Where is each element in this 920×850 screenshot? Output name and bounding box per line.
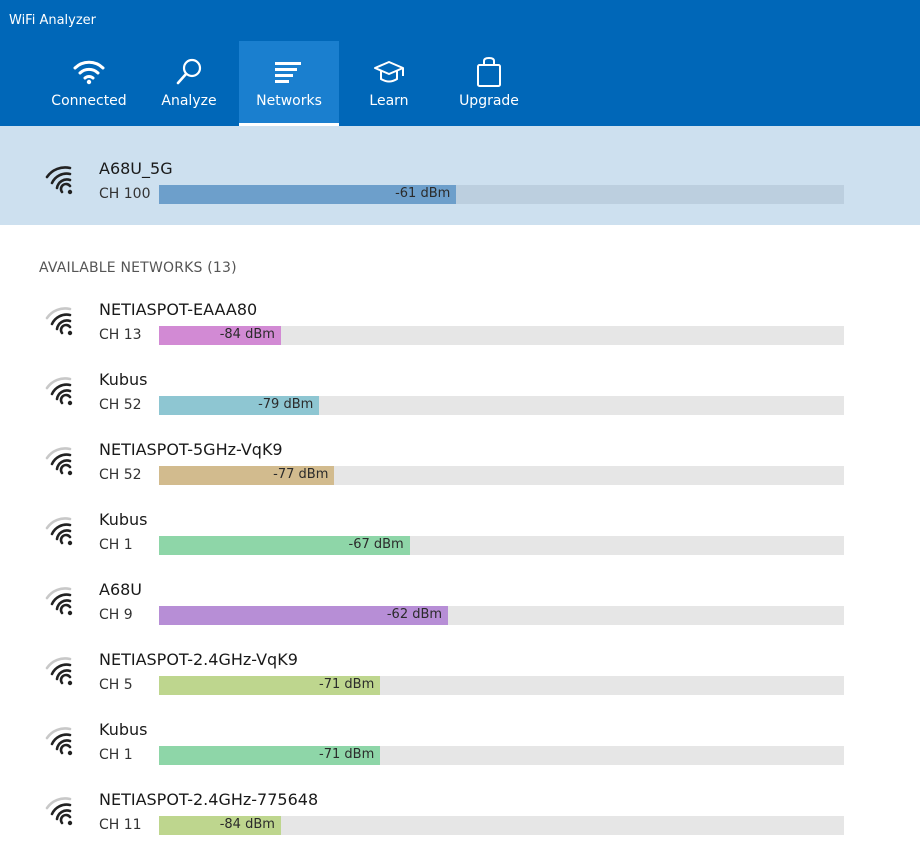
network-row[interactable]: Kubus CH 1 -71 dBm xyxy=(0,720,920,780)
wifi-signal-icon xyxy=(44,163,76,195)
wifi-signal-icon xyxy=(44,724,76,756)
signal-bar-fill: -84 dBm xyxy=(159,326,281,345)
wifi-signal-icon xyxy=(44,514,76,546)
network-channel: CH 52 xyxy=(99,397,142,413)
main-nav: Connected Analyze Networks xyxy=(39,41,539,126)
signal-strength-label: -84 dBm xyxy=(219,327,275,342)
signal-strength-label: -71 dBm xyxy=(319,747,375,762)
signal-bar: -79 dBm xyxy=(159,396,844,415)
network-channel: CH 5 xyxy=(99,677,133,693)
network-channel: CH 100 xyxy=(99,186,151,202)
list-icon xyxy=(272,55,306,89)
network-row[interactable]: A68U CH 9 -62 dBm xyxy=(0,580,920,640)
signal-bar-fill: -79 dBm xyxy=(159,396,320,415)
signal-bar: -61 dBm xyxy=(159,185,844,204)
shopping-bag-icon xyxy=(472,55,506,89)
tab-analyze[interactable]: Analyze xyxy=(139,41,239,126)
wifi-signal-icon xyxy=(44,444,76,476)
signal-strength-label: -71 dBm xyxy=(319,677,375,692)
tab-networks-label: Networks xyxy=(256,93,322,109)
tab-analyze-label: Analyze xyxy=(161,93,217,109)
network-name: A68U_5G xyxy=(99,159,173,178)
network-channel: CH 9 xyxy=(99,607,133,623)
network-channel: CH 52 xyxy=(99,467,142,483)
wifi-signal-icon xyxy=(44,654,76,686)
connected-network-row[interactable]: A68U_5G CH 100 -61 dBm xyxy=(0,159,920,219)
tab-learn-label: Learn xyxy=(369,93,409,109)
connected-network-panel[interactable]: A68U_5G CH 100 -61 dBm xyxy=(0,126,920,225)
signal-bar-fill: -71 dBm xyxy=(159,676,381,695)
network-channel: CH 1 xyxy=(99,537,133,553)
wifi-signal-icon xyxy=(44,584,76,616)
network-row[interactable]: NETIASPOT-EAAA80 CH 13 -84 dBm xyxy=(0,300,920,360)
signal-bar: -67 dBm xyxy=(159,536,844,555)
signal-bar-fill: -84 dBm xyxy=(159,816,281,835)
signal-bar-fill: -62 dBm xyxy=(159,606,449,625)
signal-bar-fill: -67 dBm xyxy=(159,536,410,555)
signal-strength-label: -79 dBm xyxy=(258,397,314,412)
title-bar: WiFi Analyzer Connected Analyze xyxy=(0,0,920,126)
signal-bar: -84 dBm xyxy=(159,326,844,345)
network-channel: CH 11 xyxy=(99,817,142,833)
signal-bar-fill: -61 dBm xyxy=(159,185,457,204)
network-name: NETIASPOT-5GHz-VqK9 xyxy=(99,440,283,459)
signal-strength-label: -61 dBm xyxy=(395,186,451,201)
network-channel: CH 13 xyxy=(99,327,142,343)
signal-bar: -62 dBm xyxy=(159,606,844,625)
tab-connected-label: Connected xyxy=(51,93,127,109)
signal-bar-fill: -71 dBm xyxy=(159,746,381,765)
signal-bar: -77 dBm xyxy=(159,466,844,485)
tab-networks[interactable]: Networks xyxy=(239,41,339,126)
network-name: Kubus xyxy=(99,370,148,389)
graduation-cap-icon xyxy=(372,55,406,89)
network-name: NETIASPOT-2.4GHz-VqK9 xyxy=(99,650,298,669)
signal-strength-label: -67 dBm xyxy=(348,537,404,552)
signal-strength-label: -84 dBm xyxy=(219,817,275,832)
signal-bar: -71 dBm xyxy=(159,746,844,765)
signal-strength-label: -77 dBm xyxy=(273,467,329,482)
network-name: NETIASPOT-EAAA80 xyxy=(99,300,258,319)
network-row[interactable]: Kubus CH 1 -67 dBm xyxy=(0,510,920,570)
network-name: Kubus xyxy=(99,720,148,739)
network-name: Kubus xyxy=(99,510,148,529)
tab-upgrade-label: Upgrade xyxy=(459,93,519,109)
wifi-signal-icon xyxy=(44,794,76,826)
network-row[interactable]: NETIASPOT-5GHz-VqK9 CH 52 -77 dBm xyxy=(0,440,920,500)
network-row[interactable]: NETIASPOT-2.4GHz-775648 CH 11 -84 dBm xyxy=(0,790,920,850)
wifi-signal-icon xyxy=(44,374,76,406)
magnifier-icon xyxy=(172,55,206,89)
network-name: A68U xyxy=(99,580,143,599)
network-row[interactable]: NETIASPOT-2.4GHz-VqK9 CH 5 -71 dBm xyxy=(0,650,920,710)
tab-connected[interactable]: Connected xyxy=(39,41,139,126)
app-title: WiFi Analyzer xyxy=(9,13,97,28)
available-networks-heading: AVAILABLE NETWORKS (13) xyxy=(39,260,237,276)
signal-bar-fill: -77 dBm xyxy=(159,466,335,485)
signal-strength-label: -62 dBm xyxy=(386,607,443,622)
network-row[interactable]: Kubus CH 52 -79 dBm xyxy=(0,370,920,430)
signal-bar: -84 dBm xyxy=(159,816,844,835)
wifi-signal-icon xyxy=(44,304,76,336)
wifi-icon xyxy=(72,55,106,89)
network-channel: CH 1 xyxy=(99,747,133,763)
tab-upgrade[interactable]: Upgrade xyxy=(439,41,539,126)
signal-bar: -71 dBm xyxy=(159,676,844,695)
network-name: NETIASPOT-2.4GHz-775648 xyxy=(99,790,319,809)
tab-learn[interactable]: Learn xyxy=(339,41,439,126)
